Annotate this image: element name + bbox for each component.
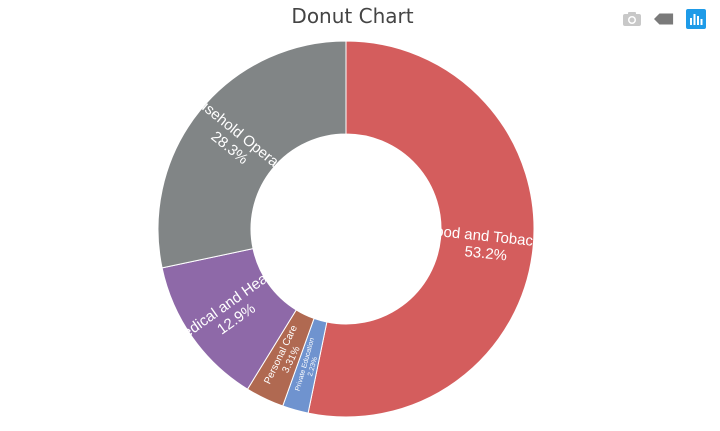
bar-chart-icon[interactable]: [686, 9, 706, 29]
camera-icon[interactable]: [622, 9, 642, 29]
chart-toolbar: [622, 9, 706, 29]
donut-slice[interactable]: [307, 40, 535, 418]
donut-slice[interactable]: [157, 40, 347, 269]
slice-label-percent: 53.2%: [464, 243, 508, 264]
eraser-icon[interactable]: [654, 9, 674, 29]
chart-title: Donut Chart: [291, 4, 414, 28]
